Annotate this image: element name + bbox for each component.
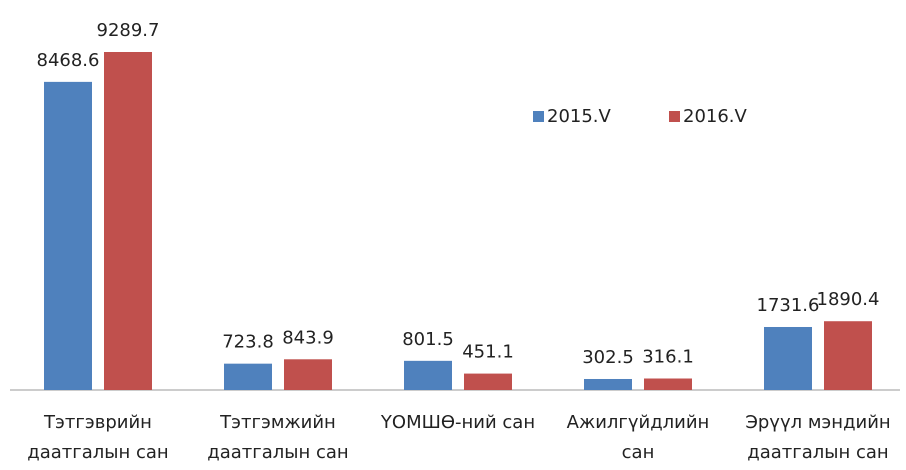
data-label: 723.8 — [222, 332, 274, 353]
x-tick-label: Тэтгэврийн даатгалын сан — [27, 412, 169, 463]
data-label: 1731.6 — [757, 295, 820, 316]
bar — [824, 321, 872, 390]
data-label: 8468.6 — [37, 50, 100, 71]
data-label: 1890.4 — [817, 289, 880, 310]
bar — [284, 359, 332, 390]
data-label: 801.5 — [402, 329, 454, 350]
legend-label: 2015.V — [547, 106, 612, 127]
bar — [224, 363, 272, 390]
legend-label: 2016.V — [683, 106, 748, 127]
x-tick-label: ҮОМШӨ-ний сан — [380, 412, 536, 433]
data-label: 843.9 — [282, 327, 334, 348]
data-label: 302.5 — [582, 347, 634, 368]
bar — [464, 373, 512, 390]
data-label: 451.1 — [462, 342, 514, 363]
data-label: 9289.7 — [97, 20, 160, 41]
legend-swatch — [533, 111, 544, 122]
bar — [104, 52, 152, 390]
bar — [44, 81, 92, 390]
x-tick-label: Тэтгэмжийн даатгалын сан — [207, 412, 349, 463]
x-tick-label: Ажилгүйдлийн сан — [566, 412, 710, 463]
legend-swatch — [669, 111, 680, 122]
bar — [404, 360, 452, 390]
data-label: 316.1 — [642, 346, 694, 367]
bar — [764, 326, 812, 390]
bar — [644, 378, 692, 390]
bar — [584, 378, 632, 390]
x-tick-label: Эрүүл мэндийн даатгалын сан — [745, 412, 891, 463]
